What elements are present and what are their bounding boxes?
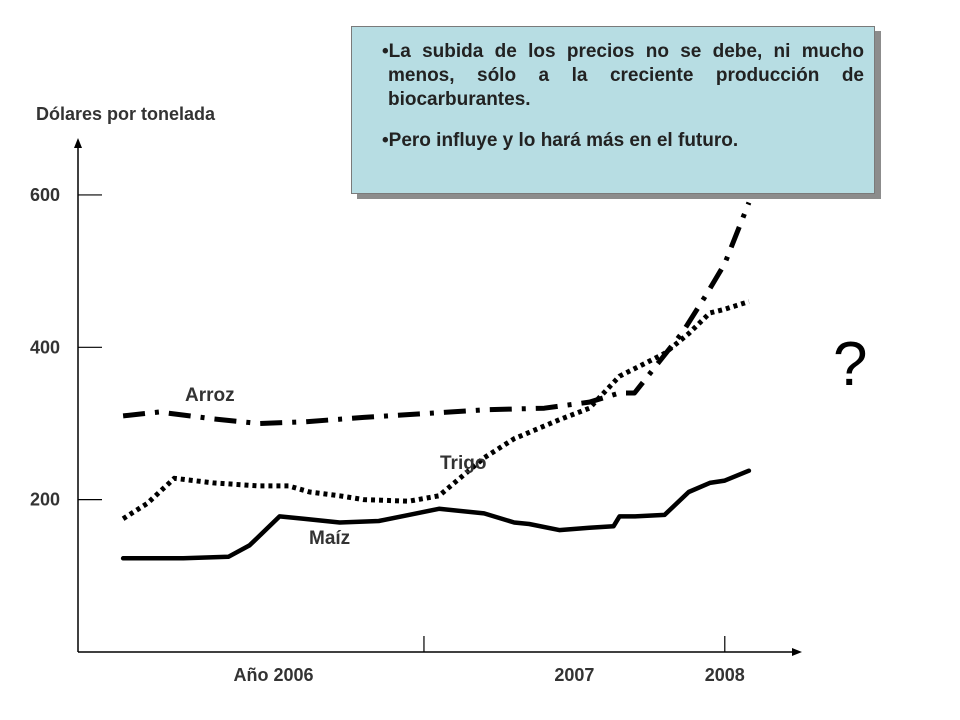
y-tick-label: 200 [30, 490, 60, 510]
note-bullet-1: La subida de los precios no se debe, ni … [388, 40, 864, 112]
axes: 200 400 600 Año 2006 2007 2008 [30, 138, 802, 685]
series-label-maiz: Maíz [309, 528, 350, 549]
x-tick-label: 2008 [705, 665, 745, 685]
x-tick-label: 2007 [554, 665, 594, 685]
x-axis-arrow [792, 648, 802, 656]
series-line-maiz [120, 468, 752, 561]
note-bullet-2: Pero influye y lo hará más en el futuro. [388, 129, 864, 153]
note-box: La subida de los precios no se debe, ni … [351, 26, 875, 194]
series-label-arroz: Arroz [185, 385, 235, 406]
series-label-trigo: Trigo [440, 453, 486, 474]
series-line-arroz [122, 201, 752, 426]
y-axis-arrow [74, 138, 82, 148]
y-axis-label: Dólares por tonelada [36, 104, 216, 124]
y-tick-label: 600 [30, 185, 60, 205]
question-mark: ? [833, 330, 867, 399]
y-tick-label: 400 [30, 337, 60, 357]
x-tick-label: Año 2006 [234, 665, 314, 685]
series-layer [120, 201, 752, 561]
series-line-trigo [121, 299, 750, 521]
